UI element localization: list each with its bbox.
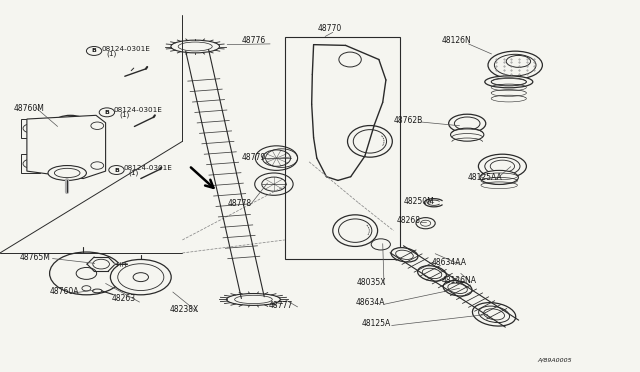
Ellipse shape: [391, 248, 418, 262]
Ellipse shape: [485, 76, 532, 88]
Text: 48250M: 48250M: [403, 197, 434, 206]
Text: 48125A: 48125A: [362, 319, 391, 328]
Ellipse shape: [396, 250, 413, 259]
Text: 48125AA: 48125AA: [467, 173, 502, 182]
Ellipse shape: [422, 268, 442, 279]
Bar: [21, 119, 40, 138]
Ellipse shape: [472, 303, 516, 326]
Ellipse shape: [495, 54, 536, 76]
Ellipse shape: [454, 117, 480, 130]
Text: B: B: [114, 167, 119, 173]
Ellipse shape: [449, 114, 486, 133]
Ellipse shape: [54, 168, 80, 177]
Ellipse shape: [485, 157, 520, 175]
Ellipse shape: [50, 252, 124, 295]
Text: 48776: 48776: [242, 36, 266, 45]
Text: 48777: 48777: [269, 301, 293, 310]
Bar: [285, 37, 400, 259]
Text: (1): (1): [129, 170, 139, 176]
Ellipse shape: [479, 154, 527, 178]
Ellipse shape: [506, 55, 531, 67]
Text: 48238X: 48238X: [170, 305, 199, 314]
Text: 48779: 48779: [242, 153, 266, 162]
Text: 48765M: 48765M: [19, 253, 50, 262]
Text: 48762B: 48762B: [394, 116, 423, 125]
Ellipse shape: [479, 306, 509, 323]
Text: 48770: 48770: [318, 24, 342, 33]
Ellipse shape: [48, 166, 86, 180]
Ellipse shape: [480, 170, 518, 185]
Text: 48263: 48263: [112, 294, 136, 303]
Text: 08124-0301E: 08124-0301E: [101, 46, 150, 52]
Text: (1): (1): [119, 112, 129, 118]
Text: 48126NA: 48126NA: [442, 276, 477, 285]
Text: 48634AA: 48634AA: [432, 258, 467, 267]
Ellipse shape: [171, 40, 220, 53]
Ellipse shape: [490, 160, 515, 172]
Ellipse shape: [492, 78, 526, 86]
Text: 48268: 48268: [397, 216, 421, 225]
Text: 48760A: 48760A: [50, 287, 79, 296]
Text: 48760M: 48760M: [14, 105, 45, 113]
Text: 48126N: 48126N: [442, 36, 471, 45]
Ellipse shape: [444, 280, 472, 296]
Ellipse shape: [111, 260, 172, 295]
Text: 48035X: 48035X: [357, 278, 387, 287]
Text: 08124-0301E: 08124-0301E: [114, 107, 163, 113]
Ellipse shape: [484, 309, 504, 320]
Ellipse shape: [418, 266, 446, 281]
Ellipse shape: [448, 283, 467, 294]
Text: B: B: [104, 110, 109, 115]
Bar: [21, 154, 40, 173]
Text: 48778: 48778: [227, 199, 252, 208]
Ellipse shape: [333, 215, 378, 246]
Ellipse shape: [178, 42, 212, 51]
Ellipse shape: [227, 294, 280, 305]
Ellipse shape: [61, 116, 86, 137]
Ellipse shape: [348, 125, 392, 157]
Ellipse shape: [451, 128, 484, 141]
Text: 08124-0301E: 08124-0301E: [124, 165, 172, 171]
Ellipse shape: [53, 128, 88, 162]
Text: B: B: [92, 48, 97, 54]
Ellipse shape: [235, 295, 272, 304]
Ellipse shape: [488, 51, 543, 79]
Ellipse shape: [42, 115, 99, 167]
Ellipse shape: [353, 130, 387, 153]
Text: (1): (1): [106, 51, 116, 57]
Ellipse shape: [339, 219, 372, 243]
Polygon shape: [27, 115, 106, 179]
Text: 48634A: 48634A: [355, 298, 385, 307]
Ellipse shape: [118, 264, 164, 291]
Text: A/89A0005: A/89A0005: [538, 358, 572, 363]
